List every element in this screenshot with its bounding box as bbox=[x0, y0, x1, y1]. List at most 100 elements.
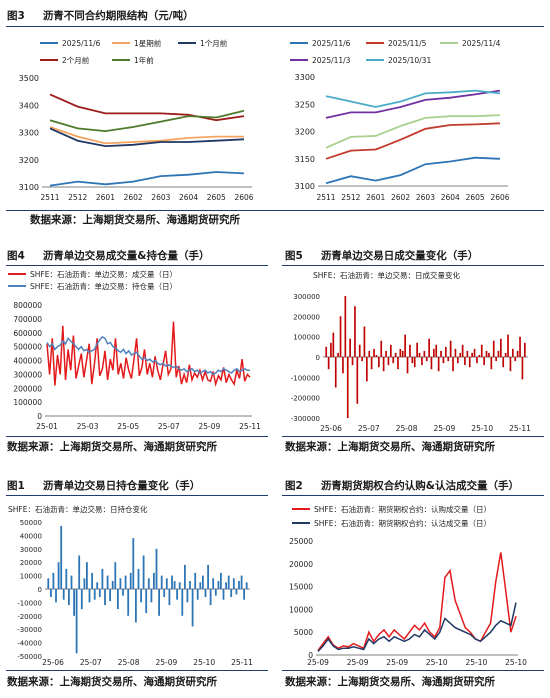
bar bbox=[101, 568, 104, 589]
fig4-title: 沥青单边交易成交量&持仓量（手） bbox=[42, 250, 210, 262]
bar bbox=[47, 578, 50, 589]
y-tick-label: 0 bbox=[308, 651, 313, 660]
bar bbox=[445, 346, 447, 357]
fig1-chart: -50000 -40000 -30000 -20000 -10000 0 10000 2000… bbox=[8, 504, 253, 667]
bar bbox=[196, 589, 199, 600]
bar bbox=[447, 357, 450, 362]
bar bbox=[207, 564, 209, 589]
bar bbox=[178, 582, 181, 589]
fig2-heading: 图2 沥青期货期权合约认购&认沽成交量（手） bbox=[285, 478, 519, 493]
legend-label: 2025/11/4 bbox=[462, 39, 501, 48]
y-tick-label: 3150 bbox=[295, 155, 315, 164]
bar bbox=[413, 357, 416, 368]
series-line bbox=[325, 122, 501, 160]
series-line bbox=[49, 171, 245, 187]
bar bbox=[98, 589, 101, 597]
bar bbox=[114, 562, 117, 589]
bar bbox=[60, 526, 63, 589]
bar bbox=[390, 344, 392, 357]
bar bbox=[416, 342, 418, 357]
y-tick-label: 700000 bbox=[13, 315, 42, 324]
y-tick-label: 20000 bbox=[289, 560, 313, 569]
y-tick-label: 3200 bbox=[295, 128, 315, 137]
x-tick-label: 2511 bbox=[316, 193, 335, 202]
bar bbox=[476, 357, 478, 364]
bar bbox=[150, 589, 153, 603]
series-line bbox=[325, 89, 501, 108]
x-tick-label: 2604 bbox=[441, 193, 460, 202]
bar bbox=[334, 357, 337, 388]
bar bbox=[78, 555, 81, 589]
bar bbox=[124, 575, 127, 589]
bar bbox=[325, 346, 328, 357]
legend-label: SHFE：石油沥青：单边交易：持仓量（日） bbox=[30, 281, 177, 291]
legend-label: 2025/11/6 bbox=[312, 39, 351, 48]
series-line bbox=[325, 156, 501, 185]
fig1-source: 数据来源：上海期货交易所、海通期货研究所 bbox=[7, 676, 217, 688]
x-tick-label: 25-11 bbox=[231, 658, 253, 667]
bar bbox=[370, 357, 373, 370]
bar bbox=[399, 348, 402, 357]
bar bbox=[406, 357, 409, 374]
fig3-source: 数据来源：上海期货交易所、海通期货研究所 bbox=[30, 214, 240, 226]
legend-label: 2025/11/6 bbox=[62, 39, 101, 48]
bar bbox=[127, 589, 130, 616]
legend-label: SHFE：石油沥青：单边交易：日成交量变化 bbox=[313, 270, 460, 280]
bar bbox=[464, 357, 466, 366]
bar bbox=[140, 589, 142, 603]
bar bbox=[339, 316, 342, 357]
legend-label: 1星期前 bbox=[134, 38, 162, 48]
bar bbox=[361, 357, 363, 362]
bar bbox=[452, 357, 454, 372]
bar bbox=[346, 357, 349, 418]
bar bbox=[366, 357, 368, 382]
bar bbox=[497, 350, 500, 357]
x-tick-label: 25-10 bbox=[505, 658, 527, 667]
bar bbox=[96, 582, 99, 589]
x-tick-label: 25-09 bbox=[386, 658, 408, 667]
bar bbox=[204, 589, 207, 597]
bar bbox=[449, 340, 452, 357]
fig2-bottom-rule bbox=[282, 670, 544, 671]
bar bbox=[158, 589, 160, 616]
x-tick-label: 25-07 bbox=[158, 422, 180, 431]
bar bbox=[356, 357, 359, 404]
y-tick-label: 25000 bbox=[289, 537, 313, 546]
bar bbox=[437, 357, 440, 372]
y-tick-label: 400000 bbox=[13, 357, 42, 366]
bar bbox=[435, 344, 438, 357]
bar bbox=[75, 589, 78, 654]
x-tick-label: 2601 bbox=[366, 193, 385, 202]
x-tick-label: 2511 bbox=[40, 193, 59, 202]
fig2-source: 数据来源：上海期货交易所、海通期货研究所 bbox=[285, 676, 495, 688]
fig2-chart: 0 5000 10000 15000 20000 25000 25-09 25-09 25-09… bbox=[289, 504, 527, 667]
y-tick-label: 200000 bbox=[13, 384, 42, 393]
y-tick-label: 600000 bbox=[13, 329, 42, 338]
bar bbox=[440, 350, 442, 357]
y-tick-label: 3400 bbox=[19, 101, 39, 110]
y-tick-label: 3300 bbox=[19, 129, 39, 138]
x-tick-label: 25-11 bbox=[509, 424, 531, 433]
bar bbox=[480, 344, 483, 357]
bar bbox=[380, 340, 383, 357]
y-tick-label: 0 bbox=[38, 586, 42, 594]
x-tick-label: 25-08 bbox=[118, 658, 140, 667]
bar bbox=[392, 357, 395, 364]
bar bbox=[430, 357, 433, 370]
bar bbox=[222, 589, 225, 600]
y-tick-label: 10000 bbox=[20, 573, 42, 581]
bar bbox=[385, 350, 387, 357]
legend-label: SHFE：石油沥青：单边交易：成交量（日） bbox=[30, 269, 177, 279]
bar bbox=[519, 336, 521, 357]
fig2-top-rule bbox=[282, 495, 544, 496]
x-tick-label: 25-09 bbox=[199, 422, 221, 431]
x-tick-label: 2605 bbox=[466, 193, 485, 202]
x-tick-label: 2602 bbox=[391, 193, 410, 202]
bar bbox=[129, 572, 132, 589]
bar bbox=[363, 326, 366, 357]
x-tick-label: 2603 bbox=[151, 193, 170, 202]
bar bbox=[109, 589, 111, 602]
bar bbox=[70, 575, 73, 589]
y-tick-label: 0 bbox=[37, 412, 42, 421]
bar bbox=[466, 350, 469, 357]
